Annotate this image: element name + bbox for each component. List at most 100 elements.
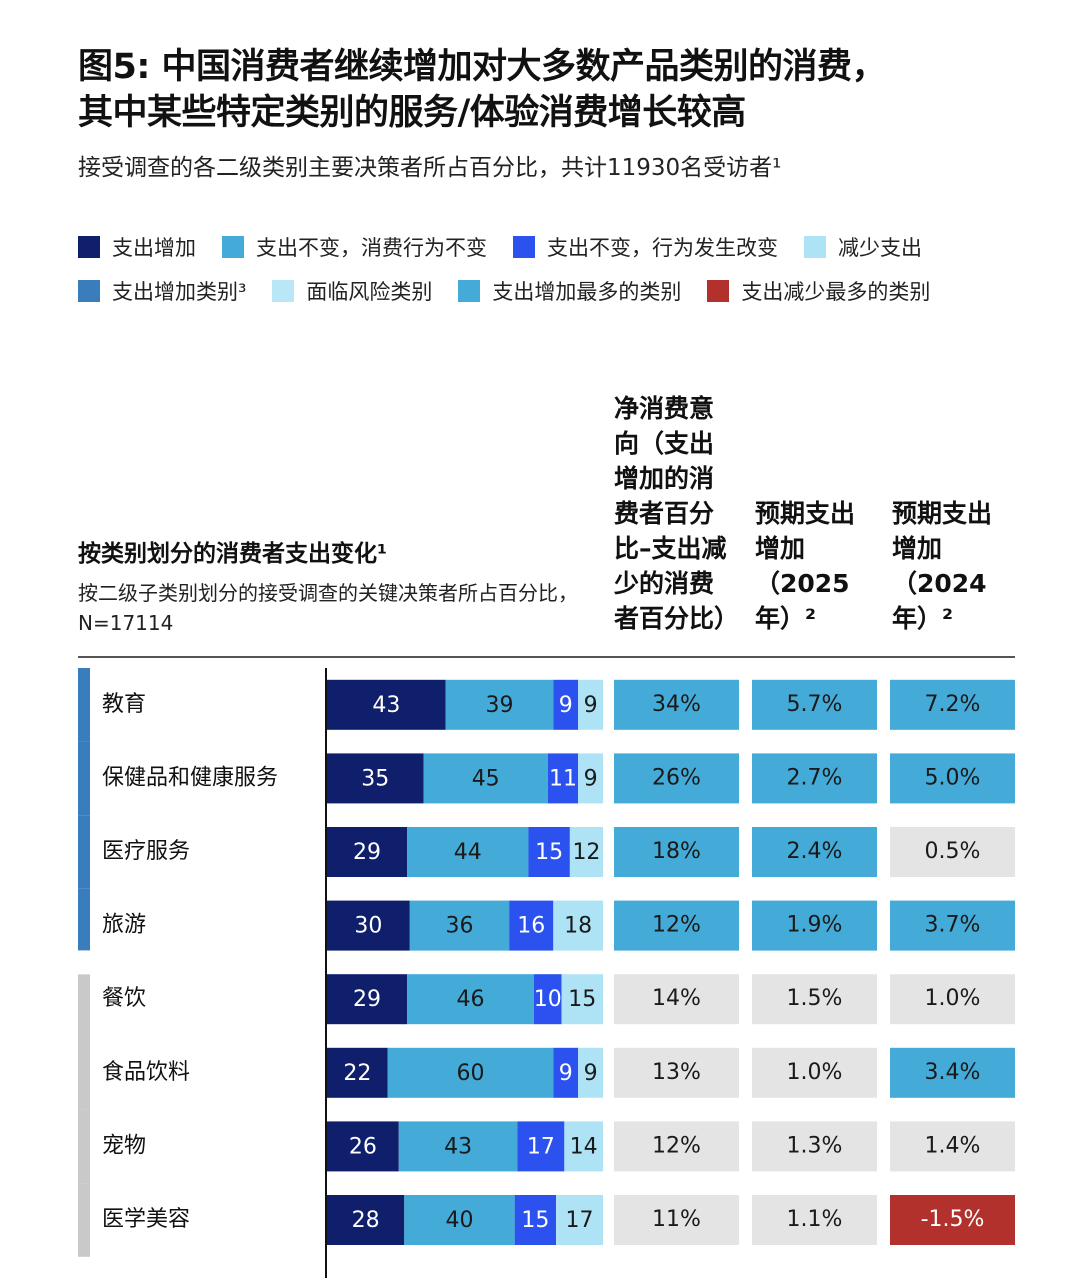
bar-value-label: 29 (353, 840, 381, 865)
table-cell (890, 900, 1015, 951)
table-cell (890, 1047, 1015, 1098)
bar-segment (561, 974, 603, 1025)
legend-swatch (78, 280, 100, 302)
group-bar (78, 815, 90, 889)
legend-swatch (707, 280, 730, 302)
bar-value-label: 18 (564, 914, 592, 939)
bar-value-label: 9 (559, 1061, 573, 1086)
table-cell-label: 5.0% (925, 765, 981, 790)
bar-segment (553, 1047, 579, 1098)
legend-swatch (78, 236, 100, 258)
bar-segment (514, 1195, 557, 1245)
legend-item: 支出减少最多的类别 (707, 276, 930, 306)
table-cell (752, 827, 877, 877)
table-cell (890, 679, 1015, 730)
legend-label: 支出不变，行为发生改变 (547, 236, 778, 260)
bar-value-label: 39 (486, 693, 514, 718)
table-cell (752, 974, 877, 1025)
table-cell (614, 1121, 739, 1172)
legend-label: 支出增加最多的类别 (492, 280, 682, 304)
legend: 支出增加 支出不变，消费行为不变 支出不变，行为发生改变 减少支出 (78, 232, 922, 262)
bar-value-label: 30 (354, 914, 382, 939)
group-bar (78, 1109, 90, 1184)
group-bar (78, 1183, 90, 1257)
bar-header: 按类别划分的消费者支出变化¹ (78, 541, 388, 567)
group-bar (78, 741, 90, 816)
bar-value-label: 9 (584, 693, 598, 718)
group-bar (78, 974, 90, 1036)
table-cell (614, 679, 739, 730)
bar-segment (407, 974, 534, 1025)
table-cell (890, 827, 1015, 877)
chart: 教育 43 39 9 9 34% 5.7% 7.2%保健品和健康服务 35 45 11 9 26% 2.7… (78, 656, 1015, 1278)
group-bar (78, 668, 90, 742)
table-cell-label: 1.9% (787, 913, 843, 938)
category-label: 医疗服务 (102, 839, 190, 864)
bar-subheader: 按二级子类别划分的接受调查的关键决策者所占百分比，N=17114 (78, 581, 578, 635)
table-cell (752, 1195, 877, 1245)
table-cell-label: 1.5% (787, 986, 843, 1011)
table-cell-label: 11% (652, 1207, 701, 1232)
category-label: 教育 (102, 692, 146, 717)
table-cell (752, 1121, 877, 1172)
table-cell (890, 753, 1015, 804)
bar-segment (517, 1121, 565, 1172)
legend-item: 支出不变，行为发生改变 (513, 232, 778, 262)
bar-value-label: 15 (535, 840, 563, 865)
bar-value-label: 28 (352, 1208, 380, 1233)
legend-label: 减少支出 (838, 236, 922, 260)
table-cell (890, 1195, 1015, 1245)
bar-value-label: 9 (559, 693, 573, 718)
bar-value-label: 16 (517, 914, 545, 939)
table-cell-label: 13% (652, 1060, 701, 1085)
table-cell (890, 974, 1015, 1025)
bar-segment (409, 900, 510, 951)
subtitle: 接受调查的各二级类别主要决策者所占百分比，共计11930名受访者¹ (78, 155, 782, 181)
table-cell (752, 900, 877, 951)
bar-value-label: 9 (584, 766, 598, 791)
category-label: 保健品和健康服务 (102, 765, 278, 790)
bar-value-label: 29 (353, 987, 381, 1012)
bar-segment (327, 1047, 388, 1098)
category-label: 旅游 (102, 913, 146, 938)
table-cell (614, 900, 739, 951)
bar-value-label: 35 (361, 766, 389, 791)
bar-segment (327, 900, 410, 951)
bar-segment (553, 900, 603, 951)
column-header-text: 净消费意向（支出增加的消费者百分比–支出减少的消费者百分比） (614, 394, 740, 633)
table-cell-label: 2.4% (787, 839, 843, 864)
bar-value-label: 40 (445, 1208, 473, 1233)
bar-segment (556, 1195, 603, 1245)
bar-segment (509, 900, 554, 951)
table-cell-label: 34% (652, 692, 701, 717)
column-header: 净消费意向（支出增加的消费者百分比–支出减少的消费者百分比） (614, 300, 740, 636)
bar-segment (404, 1195, 515, 1245)
bar-value-label: 15 (521, 1208, 549, 1233)
bar-value-label: 17 (527, 1134, 555, 1159)
table-cell-label: 18% (652, 839, 701, 864)
bar-segment (407, 827, 529, 877)
bar-value-label: 10 (534, 987, 562, 1012)
category-label: 餐饮 (102, 986, 146, 1011)
legend-label: 支出增加 (112, 236, 196, 260)
bar-segment (553, 679, 579, 730)
bar-value-label: 17 (566, 1208, 594, 1233)
bar-segment (547, 753, 579, 804)
table-cell (752, 679, 877, 730)
table-cell (614, 974, 739, 1025)
bar-segment (327, 1121, 399, 1172)
table-cell-label: 3.4% (925, 1060, 981, 1085)
legend-swatch (222, 236, 244, 258)
table-cell (890, 1121, 1015, 1172)
legend-label: 支出不变，消费行为不变 (256, 236, 487, 260)
legend-item: 减少支出 (804, 232, 922, 262)
legend-swatch (804, 236, 826, 258)
table-cell-label: 26% (652, 765, 701, 790)
bar-segment (327, 753, 424, 804)
bar-segment (578, 1047, 603, 1098)
bar-value-label: 60 (457, 1061, 485, 1086)
bar-segment (534, 974, 562, 1025)
group-bar (78, 888, 90, 951)
bar-value-label: 9 (584, 1061, 598, 1086)
